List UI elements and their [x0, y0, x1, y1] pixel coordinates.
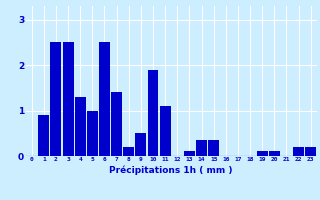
Bar [148, 70, 158, 156]
Bar [51, 42, 61, 156]
Bar [196, 140, 207, 156]
Bar [160, 106, 171, 156]
Bar [269, 151, 280, 156]
Bar [135, 133, 146, 156]
X-axis label: Précipitations 1h ( mm ): Précipitations 1h ( mm ) [109, 165, 233, 175]
Bar [63, 42, 74, 156]
Bar [257, 151, 268, 156]
Bar [87, 111, 98, 156]
Bar [111, 92, 122, 156]
Bar [38, 115, 49, 156]
Bar [184, 151, 195, 156]
Bar [123, 147, 134, 156]
Bar [208, 140, 219, 156]
Bar [293, 147, 304, 156]
Bar [305, 147, 316, 156]
Bar [99, 42, 110, 156]
Bar [75, 97, 86, 156]
